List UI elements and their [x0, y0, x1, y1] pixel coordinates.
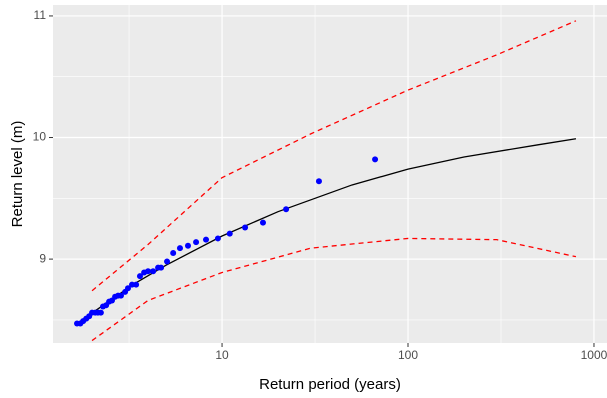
point: [372, 156, 379, 163]
x-tick-label: 100: [398, 348, 418, 362]
point: [170, 250, 177, 257]
point: [193, 239, 200, 246]
y-tick-label: 9: [39, 251, 46, 265]
x-tick-label: 10: [215, 348, 229, 362]
point: [242, 224, 249, 231]
line: [91, 237, 577, 342]
y-tick-label: 11: [34, 8, 47, 22]
line: [91, 20, 577, 292]
point: [259, 219, 266, 226]
point: [315, 178, 322, 185]
point: [176, 245, 183, 252]
y-tick-label: 10: [33, 130, 47, 144]
point: [164, 258, 171, 265]
point: [158, 264, 165, 271]
panel: [53, 5, 607, 343]
point: [283, 206, 290, 213]
point: [226, 230, 233, 237]
x-axis-title: Return period (years): [259, 376, 401, 393]
point: [117, 292, 124, 299]
point: [136, 273, 143, 280]
point: [145, 268, 152, 275]
y-axis-title: Return level (m): [9, 121, 26, 228]
x-tick-label: 1000: [581, 348, 607, 362]
point: [133, 281, 140, 288]
point: [203, 236, 210, 243]
point: [97, 309, 104, 316]
point: [214, 235, 221, 242]
point: [150, 268, 157, 275]
point: [184, 242, 191, 249]
point: [124, 285, 131, 292]
